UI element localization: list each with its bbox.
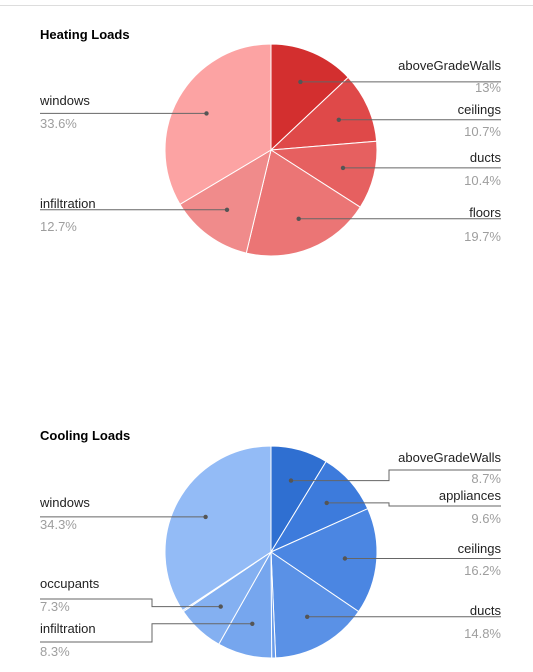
leader-dot: [288, 478, 294, 483]
pie-slice-aboveGradeWalls[interactable]: [270, 43, 349, 152]
slice-percent: 14.8%: [464, 626, 501, 641]
cooling-loads-chart: Cooling Loads aboveGradeWalls 8.7% applian…: [0, 400, 533, 672]
pie-slice-ceilings[interactable]: [269, 508, 378, 613]
slice-label: aboveGradeWalls: [398, 58, 501, 73]
pie-labels: aboveGradeWalls 8.7% appliances 9.6% ceiling…: [39, 450, 502, 659]
chart-title: Heating Loads: [40, 27, 130, 42]
leader-dot: [324, 500, 329, 506]
cooling-pie-svg: aboveGradeWalls 8.7% appliances 9.6% ceiling…: [39, 445, 502, 659]
slice-percent: 7.3%: [40, 599, 70, 614]
leader-dot: [296, 216, 301, 221]
slice-percent: 8.3%: [40, 644, 70, 659]
pie-slice-ceilings[interactable]: [269, 76, 378, 151]
slice-percent: 19.7%: [464, 229, 501, 244]
slice-percent: 10.4%: [464, 173, 501, 188]
slice-percent: 16.2%: [464, 563, 501, 578]
pie-labels: aboveGradeWalls 13% ceilings 10.7% ducts 10.4…: [39, 58, 501, 244]
slice-label: infiltration: [40, 621, 96, 636]
slice-label: windows: [39, 495, 90, 510]
slice-label: appliances: [439, 488, 502, 503]
leader-line: [291, 469, 501, 482]
heating-loads-chart: Heating Loads aboveGradeWalls 13% ceilings…: [0, 0, 533, 300]
slice-percent: 10.7%: [464, 124, 501, 139]
pie-slice-windows[interactable]: [164, 43, 272, 206]
slice-percent: 12.7%: [40, 219, 77, 234]
slice-label: ceilings: [458, 102, 502, 117]
leader-dot: [305, 614, 310, 619]
slice-percent: 9.6%: [471, 511, 501, 526]
slice-label: ducts: [470, 150, 502, 165]
leader-dot: [340, 165, 346, 171]
pie-slice-floors[interactable]: [245, 149, 361, 257]
pie-slice-ducts[interactable]: [269, 140, 378, 208]
leader-dot: [250, 621, 255, 626]
leader-dot: [342, 556, 348, 561]
pie-slices: [164, 43, 378, 257]
leader-line: [40, 623, 253, 643]
top-divider: [0, 5, 533, 6]
slice-label: floors: [469, 205, 501, 220]
chart-title: Cooling Loads: [40, 428, 131, 443]
leader-line: [40, 598, 221, 608]
slice-percent: 13%: [475, 80, 501, 95]
slice-percent: 34.3%: [40, 517, 77, 532]
pie-slices: [164, 445, 378, 659]
leader-dot: [218, 604, 223, 609]
leader-dot: [224, 207, 230, 212]
leader-dot: [204, 111, 209, 116]
heating-pie-svg: aboveGradeWalls 13% ceilings 10.7% ducts 10.4…: [39, 43, 501, 257]
leader-line: [326, 502, 501, 507]
slice-label: ducts: [470, 603, 502, 618]
pie-slice-ducts[interactable]: [270, 551, 360, 659]
leader-dot: [203, 514, 208, 520]
slice-label: occupants: [40, 576, 100, 591]
slice-percent: 33.6%: [40, 116, 77, 131]
slice-label: windows: [39, 93, 90, 108]
leader-dot: [298, 79, 303, 85]
slice-percent: 8.7%: [471, 471, 501, 486]
pie-slice-windows[interactable]: [164, 445, 272, 612]
slice-label: aboveGradeWalls: [398, 450, 501, 465]
leader-dot: [336, 117, 341, 123]
slice-label: ceilings: [458, 541, 502, 556]
slice-label: infiltration: [40, 196, 96, 211]
pie-slice-infiltration[interactable]: [179, 148, 272, 254]
